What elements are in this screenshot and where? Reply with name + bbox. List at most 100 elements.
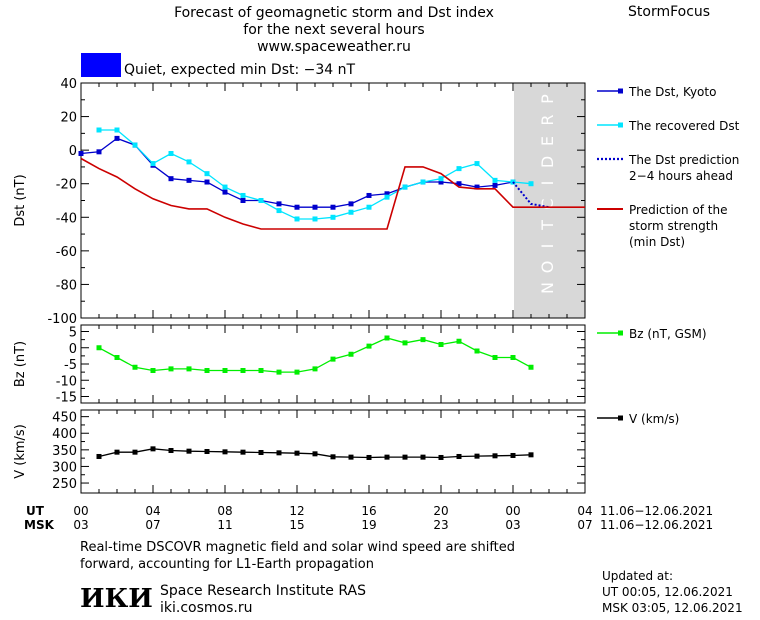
data-point — [528, 181, 534, 187]
data-point — [312, 204, 318, 210]
msk-axis-label: MSK — [24, 518, 55, 532]
panel-frame-2 — [80, 409, 586, 494]
y-tick-label: -100 — [47, 312, 77, 327]
ut-tick-label: 00 — [73, 504, 88, 518]
data-point — [186, 448, 192, 454]
data-point — [492, 182, 498, 188]
data-point — [168, 151, 174, 156]
data-point — [528, 452, 534, 458]
prediction-letter: T — [538, 220, 557, 231]
data-point — [222, 368, 228, 373]
data-point — [168, 448, 174, 454]
data-point — [384, 454, 390, 460]
series-line-0-2 — [512, 181, 550, 209]
y-tick-label: 40 — [60, 77, 77, 92]
data-point — [240, 368, 246, 373]
msk-range: 11.06−12.06.2021 — [600, 518, 713, 532]
data-point — [330, 204, 336, 210]
data-point — [312, 366, 318, 372]
data-point — [456, 453, 462, 459]
data-point — [96, 149, 102, 155]
data-point — [348, 454, 354, 460]
data-point — [276, 208, 282, 214]
data-point — [348, 209, 354, 215]
y-tick-label: 5 — [69, 326, 77, 341]
msk-tick-label: 07 — [577, 518, 592, 532]
data-point — [114, 355, 120, 360]
ut-tick-label: 12 — [289, 504, 304, 518]
ut-range: 11.06−12.06.2021 — [600, 504, 713, 518]
data-point — [420, 337, 426, 343]
data-point — [528, 364, 534, 370]
legend-marker — [618, 122, 623, 128]
data-point — [132, 364, 138, 370]
data-point — [240, 449, 246, 455]
data-point — [78, 151, 84, 156]
data-point — [114, 135, 120, 141]
data-point — [204, 179, 210, 185]
prediction-letter: R — [538, 114, 557, 125]
y-tick-label: -15 — [56, 391, 77, 406]
updated-ut: UT 00:05, 12.06.2021 — [602, 585, 733, 599]
y-axis-label: Bz (nT) — [13, 341, 28, 387]
data-point — [222, 184, 228, 190]
iki-logo: ИКИ — [80, 584, 153, 614]
prediction-letter: I — [538, 181, 557, 186]
ut-tick-label: 04 — [577, 504, 592, 518]
series-line-0-3 — [80, 157, 585, 230]
prediction-letter: E — [538, 136, 557, 146]
legend-label: (min Dst) — [629, 235, 685, 249]
data-point — [114, 449, 120, 455]
msk-tick-label: 15 — [289, 518, 304, 532]
institute-site[interactable]: iki.cosmos.ru — [160, 600, 253, 616]
data-point — [438, 176, 444, 182]
data-point — [384, 194, 390, 200]
data-point — [294, 369, 300, 375]
legend-marker — [618, 88, 623, 94]
data-point — [402, 454, 408, 460]
data-point — [96, 127, 102, 133]
prediction-letter: I — [538, 244, 557, 249]
ut-tick-label: 08 — [217, 504, 232, 518]
data-point — [366, 343, 372, 349]
data-point — [438, 454, 444, 460]
msk-tick-label: 11 — [217, 518, 232, 532]
data-point — [384, 191, 390, 197]
msk-tick-label: 03 — [73, 518, 88, 532]
ut-tick-label: 16 — [361, 504, 376, 518]
ut-tick-label: 20 — [433, 504, 448, 518]
data-point — [366, 204, 372, 210]
data-point — [96, 345, 102, 351]
data-point — [132, 142, 138, 148]
footer-note-line-1: Real-time DSCOVR magnetic field and sola… — [80, 540, 516, 555]
prediction-letter: N — [538, 282, 557, 294]
chart-title-line-2: for the next several hours — [243, 22, 425, 38]
legend-label: The recovered Dst — [628, 119, 740, 133]
data-point — [348, 351, 354, 357]
y-tick-label: -60 — [56, 245, 77, 260]
data-point — [258, 198, 264, 203]
data-point — [492, 453, 498, 459]
data-point — [96, 453, 102, 459]
institute-name: Space Research Institute RAS — [160, 583, 366, 599]
updated-label: Updated at: — [602, 569, 673, 583]
prediction-label: PR ED I CT I ON — [538, 94, 557, 294]
panel-frame-1 — [80, 324, 586, 404]
prediction-letter: C — [538, 198, 557, 209]
y-tick-label: 250 — [52, 477, 77, 492]
data-point — [330, 356, 336, 362]
chart-title-line-3: www.spaceweather.ru — [257, 39, 411, 55]
data-point — [222, 189, 228, 195]
y-tick-label: 350 — [52, 444, 77, 459]
legend-marker — [618, 415, 623, 421]
y-tick-label: 0 — [69, 342, 77, 357]
msk-tick-label: 23 — [433, 518, 448, 532]
data-point — [384, 335, 390, 341]
y-tick-label: -40 — [56, 211, 77, 226]
y-tick-label: 0 — [69, 144, 77, 159]
data-point — [240, 192, 246, 198]
data-point — [276, 369, 282, 375]
y-tick-label: -20 — [56, 178, 77, 193]
legend-label: 2−4 hours ahead — [629, 169, 733, 183]
